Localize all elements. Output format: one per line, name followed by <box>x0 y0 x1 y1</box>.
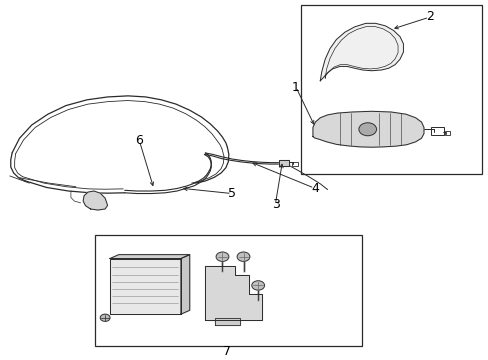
Text: 1: 1 <box>291 81 299 94</box>
Polygon shape <box>181 255 189 314</box>
Bar <box>300 5 481 174</box>
Polygon shape <box>83 191 107 210</box>
Polygon shape <box>312 111 423 147</box>
Polygon shape <box>110 258 181 314</box>
Text: 7: 7 <box>223 345 231 358</box>
Circle shape <box>216 252 228 261</box>
Text: 6: 6 <box>135 134 143 147</box>
Circle shape <box>237 252 249 261</box>
Circle shape <box>251 281 264 290</box>
Bar <box>95 235 361 346</box>
Bar <box>444 131 449 135</box>
Bar <box>292 162 298 166</box>
Circle shape <box>100 314 110 321</box>
Polygon shape <box>110 255 189 258</box>
Circle shape <box>358 123 376 136</box>
Text: 5: 5 <box>228 188 236 201</box>
Bar <box>430 127 443 135</box>
Polygon shape <box>278 161 289 166</box>
Text: 2: 2 <box>426 10 433 23</box>
Polygon shape <box>205 266 261 320</box>
Polygon shape <box>320 23 403 81</box>
Text: 3: 3 <box>272 198 280 211</box>
Polygon shape <box>215 319 239 325</box>
Text: 4: 4 <box>311 182 319 195</box>
